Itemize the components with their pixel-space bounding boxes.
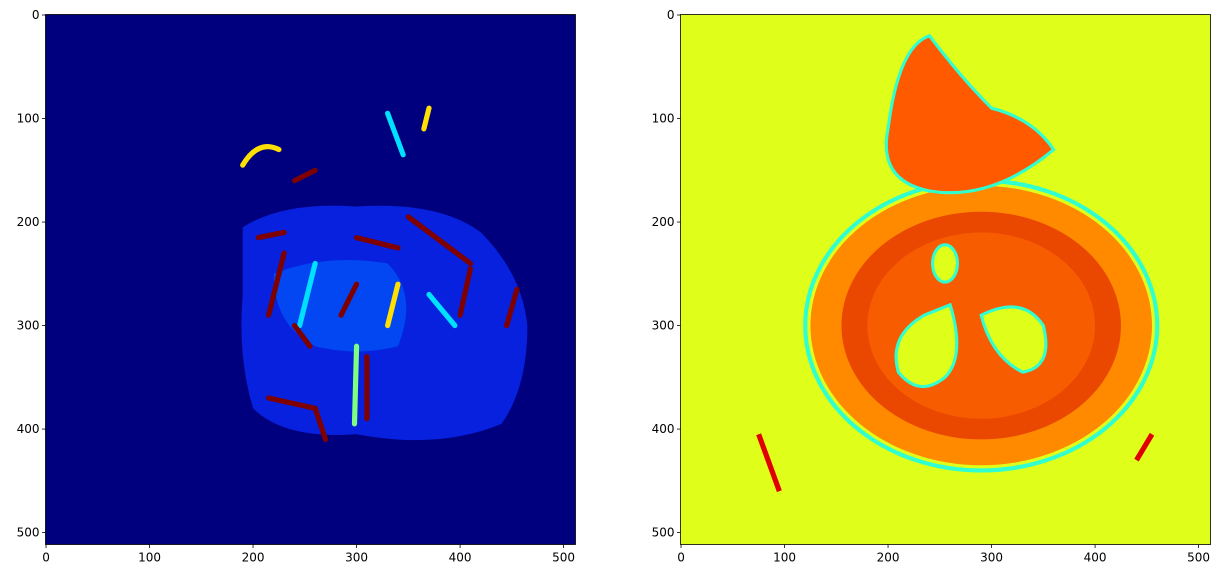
y-tick-label: 200 [652, 215, 675, 229]
y-tick-label: 300 [17, 319, 40, 333]
image-streak [504, 286, 520, 329]
x-tick-label: 300 [345, 551, 368, 565]
y-tick-label: 100 [17, 112, 40, 126]
x-tick-label: 0 [42, 551, 50, 565]
image-streak [255, 229, 287, 241]
image-streak [338, 281, 360, 318]
y-tick-label: 100 [652, 112, 675, 126]
image-streak [312, 405, 329, 443]
image-streak [405, 214, 474, 267]
y-tick-label: 500 [17, 526, 40, 540]
image-streak [756, 433, 782, 493]
y-tick-label: 0 [667, 8, 675, 22]
x-tick-label: 400 [1084, 551, 1107, 565]
image-streak [426, 291, 458, 329]
y-tick-label: 300 [652, 319, 675, 333]
y-tick-label: 0 [32, 8, 40, 22]
y-tick-label: 400 [652, 422, 675, 436]
x-tick-label: 0 [677, 551, 685, 565]
image-streak [265, 395, 318, 411]
image-content [240, 105, 528, 443]
axes-frame [45, 14, 576, 545]
image-streak [385, 110, 406, 158]
image-streak [265, 250, 287, 318]
image-streak [291, 167, 318, 184]
x-tick-label: 100 [773, 551, 796, 565]
image-content [756, 33, 1160, 493]
image-streak [1134, 432, 1155, 462]
y-tick-label: 200 [17, 215, 40, 229]
image-region [884, 33, 1056, 195]
image-streak [385, 281, 401, 329]
image-region [273, 260, 407, 352]
image-streak [457, 266, 474, 318]
image-streak [297, 260, 318, 329]
x-tick-label: 500 [552, 551, 575, 565]
image-streak [351, 343, 360, 427]
x-tick-label: 400 [449, 551, 472, 565]
image-streak [421, 105, 432, 132]
x-tick-label: 200 [877, 551, 900, 565]
x-tick-label: 300 [980, 551, 1003, 565]
x-tick-label: 500 [1187, 551, 1210, 565]
image-streak [353, 234, 401, 251]
x-tick-label: 200 [242, 551, 265, 565]
y-tick-label: 400 [17, 422, 40, 436]
image-streak [240, 144, 282, 168]
image-hole [979, 305, 1048, 374]
image-region [867, 232, 1096, 419]
y-tick-label: 500 [652, 526, 675, 540]
x-tick-label: 100 [138, 551, 161, 565]
image-hole [931, 243, 959, 284]
image-hole [894, 302, 959, 388]
axes-frame [680, 14, 1211, 545]
image-streak [291, 322, 313, 349]
